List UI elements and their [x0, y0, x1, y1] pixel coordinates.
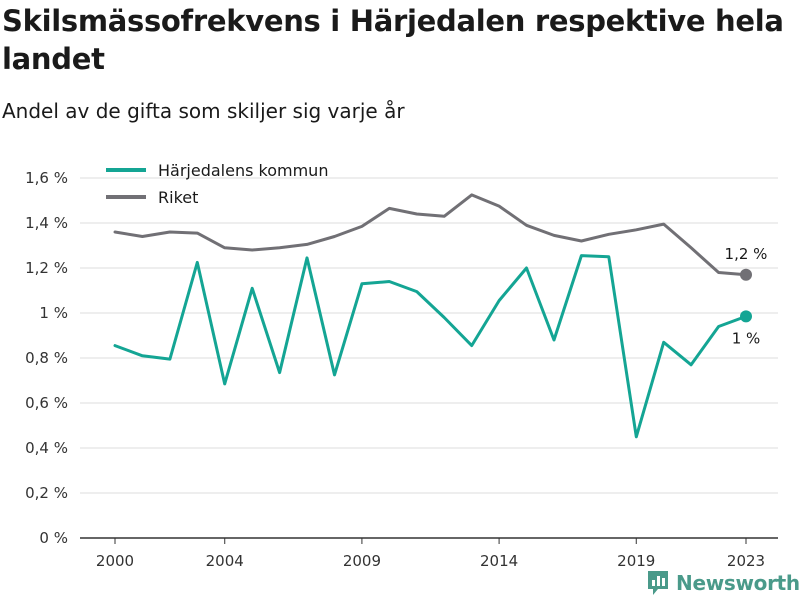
y-tick-label: 0,8 %: [25, 349, 68, 367]
newsworthy-logo: Newsworthy: [646, 566, 800, 600]
y-tick-label: 0,2 %: [25, 484, 68, 502]
series-line-riket: [113, 193, 748, 277]
y-axis-ticks: 0 % 0,2 % 0,4 % 0,6 % 0,8 % 1 % 1,2 % 1,4 % 1,6 …: [25, 169, 68, 547]
legend: Härjedalens kommun Riket: [106, 161, 328, 207]
chart-subtitle: Andel av de gifta som skiljer sig varje …: [2, 99, 405, 123]
newsworthy-logo-icon: [648, 571, 668, 595]
x-tick-label: 2004: [206, 552, 244, 570]
end-point-harjedalen: [740, 310, 752, 323]
series-line-harjedalen: [113, 254, 748, 439]
legend-label-riket: Riket: [158, 188, 198, 207]
end-markers: 1 % 1,2 %: [725, 245, 768, 348]
grid-lines: [80, 177, 778, 539]
series-lines: [113, 193, 748, 439]
y-tick-label: 0,6 %: [25, 394, 68, 412]
y-tick-label: 0 %: [39, 529, 68, 547]
x-tick-label: 2000: [96, 552, 134, 570]
end-value-label-riket: 1,2 %: [725, 245, 768, 263]
y-tick-label: 1,4 %: [25, 214, 68, 232]
y-tick-label: 1 %: [39, 304, 68, 322]
y-tick-label: 1,2 %: [25, 259, 68, 277]
x-tick-label: 2014: [480, 552, 518, 570]
x-tick-label: 2023: [727, 552, 765, 570]
x-tick-label: 2019: [617, 552, 655, 570]
x-axis: 2000 2004 2009 2014 2019 2023: [96, 538, 765, 570]
y-tick-label: 0,4 %: [25, 439, 68, 457]
legend-label-harjedalen: Härjedalens kommun: [158, 161, 328, 180]
x-tick-label: 2009: [343, 552, 381, 570]
brand-name: Newsworthy: [676, 571, 800, 595]
chart-title: Skilsmässofrekvens i Härjedalen respekti…: [2, 4, 784, 76]
end-point-riket: [740, 268, 752, 281]
y-tick-label: 1,6 %: [25, 169, 68, 187]
end-value-label-harjedalen: 1 %: [732, 329, 761, 347]
